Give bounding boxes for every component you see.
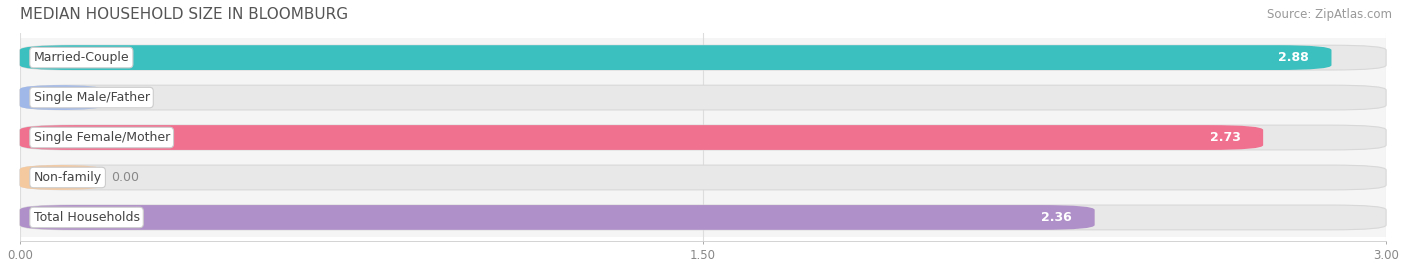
FancyBboxPatch shape	[20, 45, 1386, 70]
Text: 0.00: 0.00	[111, 171, 139, 184]
Text: Source: ZipAtlas.com: Source: ZipAtlas.com	[1267, 8, 1392, 21]
Text: Total Households: Total Households	[34, 211, 139, 224]
FancyBboxPatch shape	[20, 165, 1386, 190]
FancyBboxPatch shape	[20, 165, 101, 190]
FancyBboxPatch shape	[20, 125, 1263, 150]
FancyBboxPatch shape	[20, 45, 1331, 70]
Text: 2.88: 2.88	[1278, 51, 1309, 64]
Bar	[20, 118, 1386, 158]
Text: 2.36: 2.36	[1040, 211, 1071, 224]
Text: 0.00: 0.00	[111, 91, 139, 104]
Text: Non-family: Non-family	[34, 171, 101, 184]
Text: MEDIAN HOUSEHOLD SIZE IN BLOOMBURG: MEDIAN HOUSEHOLD SIZE IN BLOOMBURG	[20, 7, 349, 22]
Bar	[20, 197, 1386, 238]
Text: 2.73: 2.73	[1209, 131, 1240, 144]
Bar	[20, 38, 1386, 77]
FancyBboxPatch shape	[20, 205, 1386, 230]
FancyBboxPatch shape	[20, 205, 1095, 230]
Bar	[20, 77, 1386, 118]
FancyBboxPatch shape	[20, 85, 101, 110]
FancyBboxPatch shape	[20, 85, 1386, 110]
Text: Single Female/Mother: Single Female/Mother	[34, 131, 170, 144]
Bar	[20, 158, 1386, 197]
Text: Married-Couple: Married-Couple	[34, 51, 129, 64]
FancyBboxPatch shape	[20, 125, 1386, 150]
Text: Single Male/Father: Single Male/Father	[34, 91, 149, 104]
